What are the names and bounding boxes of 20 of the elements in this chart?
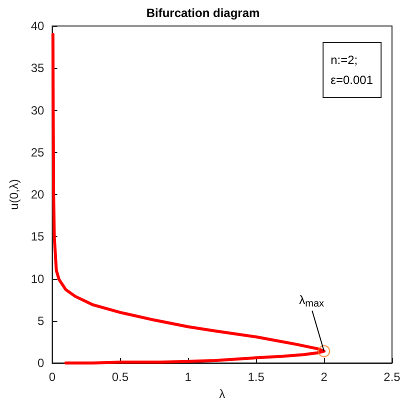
x-tick-label: 2.5 [384, 370, 401, 384]
x-tick-label: 1 [184, 370, 192, 384]
x-tick-label: 1.5 [248, 370, 265, 384]
y-tick-label: 15 [30, 230, 45, 244]
y-axis-title: u(0,λ) [7, 179, 21, 210]
line-series [51, 32, 326, 364]
x-tick-label: 2 [320, 370, 328, 384]
x-tick-label: 0 [48, 370, 56, 384]
y-tick-label: 30 [30, 103, 45, 118]
y-tick-label: 5 [38, 314, 45, 328]
chart-title: Bifurcation diagram [146, 6, 260, 20]
y-tick-label: 40 [30, 19, 45, 33]
y-tick-label: 25 [30, 145, 45, 160]
y-tick-label: 20 [30, 188, 45, 202]
y-tick-label: 35 [30, 61, 45, 76]
y-tick-label: 0 [38, 356, 45, 370]
x-axis-title: λ [219, 386, 226, 401]
y-tick-label: 10 [30, 272, 45, 286]
annotation: n:=2; ε=0.001 [330, 53, 374, 87]
x-tick-label: 0.5 [112, 370, 129, 384]
